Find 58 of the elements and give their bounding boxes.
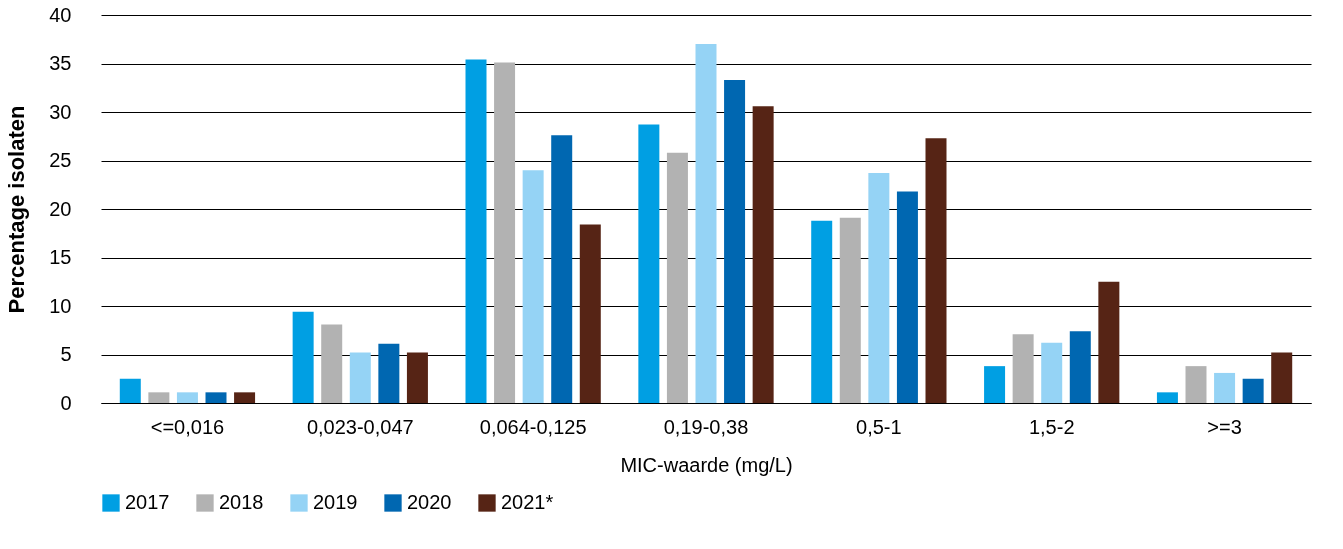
x-tick-label: 0,064-0,125 <box>479 415 587 438</box>
y-tick-label: 20 <box>49 197 72 220</box>
bar <box>349 352 371 403</box>
bar <box>205 392 227 403</box>
bar <box>1185 366 1207 403</box>
legend-label: 2017 <box>125 491 170 513</box>
y-tick-label: 5 <box>60 343 72 365</box>
bar <box>1214 372 1236 403</box>
x-tick-label: >=3 <box>1207 415 1242 438</box>
bar <box>925 138 947 403</box>
y-tick-label: 35 <box>49 52 72 74</box>
bar <box>321 324 343 403</box>
y-tick-label: 25 <box>49 149 72 171</box>
bar <box>896 191 918 403</box>
bar <box>811 220 833 403</box>
bar <box>406 352 428 403</box>
x-tick-label: <=0,016 <box>150 415 225 438</box>
bar <box>868 173 890 403</box>
bar <box>638 124 660 403</box>
y-tick-label: 10 <box>49 294 72 317</box>
y-tick-label: 40 <box>49 3 72 26</box>
bar <box>1012 334 1034 403</box>
bar <box>579 224 601 403</box>
bar <box>1041 342 1063 403</box>
bar <box>148 392 170 403</box>
bar <box>234 392 256 403</box>
bar <box>176 392 198 403</box>
y-tick-label: 0 <box>60 391 72 414</box>
bar <box>551 135 573 403</box>
bar <box>839 217 861 403</box>
y-tick-label: 30 <box>49 100 72 123</box>
legend-label: 2019 <box>313 491 358 513</box>
bar <box>465 59 487 403</box>
y-axis-title: Percentage isolaten <box>4 105 30 314</box>
bar <box>119 378 141 403</box>
legend-label: 2018 <box>219 491 264 513</box>
bar <box>494 62 516 403</box>
x-tick-label: 1,5-2 <box>1028 415 1075 438</box>
x-axis-title: MIC-waarde (mg/L) <box>620 453 793 476</box>
bar <box>724 79 746 403</box>
bar <box>695 44 717 403</box>
bar <box>292 311 314 403</box>
x-tick-label: 0,19-0,38 <box>663 415 749 438</box>
bar <box>378 343 400 403</box>
legend-label: 2020 <box>407 491 452 513</box>
bar <box>1098 281 1120 403</box>
bar <box>1069 331 1091 403</box>
bar <box>1271 352 1293 403</box>
bar <box>1242 378 1264 403</box>
x-tick-label: 0,5-1 <box>856 415 902 438</box>
legend-label: 2021* <box>501 491 554 513</box>
y-tick-label: 15 <box>49 246 72 268</box>
bar <box>752 106 774 403</box>
bar <box>1156 392 1178 403</box>
bar <box>522 170 544 403</box>
bar <box>666 152 688 403</box>
x-tick-label: 0,023-0,047 <box>306 415 414 438</box>
bar <box>984 366 1006 403</box>
